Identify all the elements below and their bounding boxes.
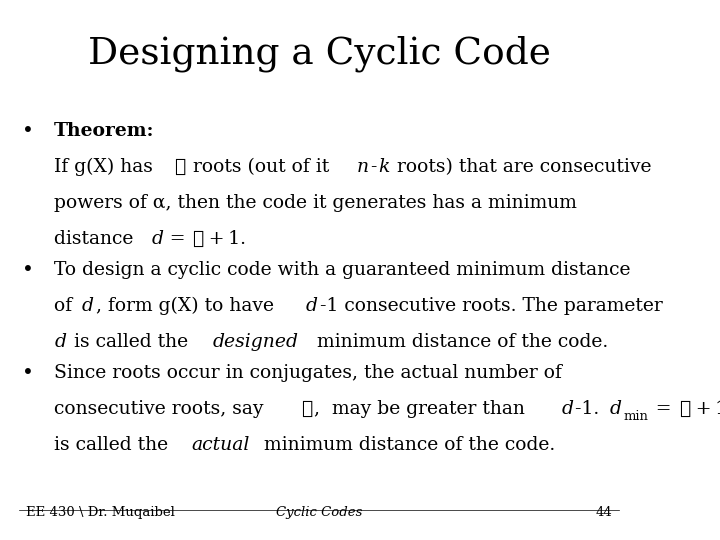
Text: designed: designed xyxy=(212,333,298,351)
Text: d: d xyxy=(54,333,66,351)
Text: powers of α, then the code it generates has a minimum: powers of α, then the code it generates … xyxy=(54,194,577,212)
Text: EE 430 \ Dr. Muqaibel: EE 430 \ Dr. Muqaibel xyxy=(25,507,174,519)
Text: actual: actual xyxy=(192,436,250,454)
Text: + 1: + 1 xyxy=(692,400,720,418)
Text: -1.: -1. xyxy=(575,400,606,418)
Text: d: d xyxy=(306,297,318,315)
Text: k: k xyxy=(378,158,389,176)
Text: Cyclic Codes: Cyclic Codes xyxy=(276,507,362,519)
Text: minimum distance of the code.: minimum distance of the code. xyxy=(310,333,608,351)
Text: -: - xyxy=(371,158,377,176)
Text: + 1.: + 1. xyxy=(205,230,246,248)
Text: •: • xyxy=(22,364,35,383)
Text: •: • xyxy=(22,122,35,140)
Text: ,  may be greater than: , may be greater than xyxy=(314,400,531,418)
Text: 44: 44 xyxy=(596,507,613,519)
Text: If g(X) has: If g(X) has xyxy=(54,158,159,176)
Text: of: of xyxy=(54,297,78,315)
Text: •: • xyxy=(22,261,35,280)
Text: Since roots occur in conjugates, the actual number of: Since roots occur in conjugates, the act… xyxy=(54,364,562,382)
Text: is called the: is called the xyxy=(54,436,174,454)
Text: ℓ: ℓ xyxy=(301,400,312,418)
Text: ℓ: ℓ xyxy=(192,230,204,248)
Text: , form g(X) to have: , form g(X) to have xyxy=(96,297,279,315)
Text: To design a cyclic code with a guaranteed minimum distance: To design a cyclic code with a guarantee… xyxy=(54,261,631,279)
Text: d: d xyxy=(82,297,94,315)
Text: min: min xyxy=(624,410,649,423)
Text: roots (out of it: roots (out of it xyxy=(187,158,336,176)
Text: d: d xyxy=(562,400,574,418)
Text: -1 consecutive roots. The parameter: -1 consecutive roots. The parameter xyxy=(320,297,662,315)
Text: distance: distance xyxy=(54,230,140,248)
Text: Theorem:: Theorem: xyxy=(54,122,155,139)
Text: consecutive roots, say: consecutive roots, say xyxy=(54,400,270,418)
Text: is called the: is called the xyxy=(68,333,194,351)
Text: roots) that are consecutive: roots) that are consecutive xyxy=(391,158,652,176)
Text: d: d xyxy=(152,230,164,248)
Text: d: d xyxy=(610,400,622,418)
Text: =: = xyxy=(166,230,189,248)
Text: ℓ: ℓ xyxy=(174,158,186,176)
Text: ℓ: ℓ xyxy=(679,400,690,418)
Text: Designing a Cyclic Code: Designing a Cyclic Code xyxy=(88,35,551,72)
Text: =: = xyxy=(652,400,675,418)
Text: n: n xyxy=(356,158,369,176)
Text: minimum distance of the code.: minimum distance of the code. xyxy=(258,436,556,454)
